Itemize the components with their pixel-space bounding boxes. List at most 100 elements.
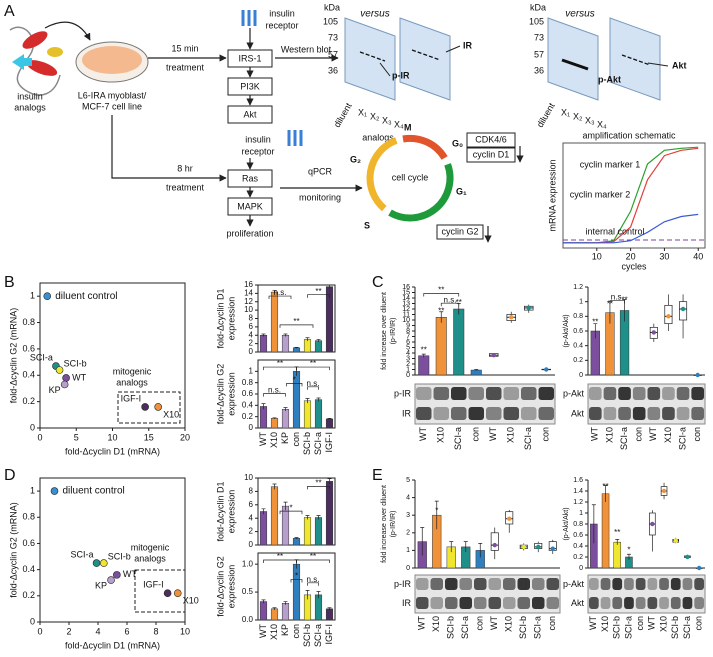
annotation: ** bbox=[438, 286, 444, 295]
y-tick-label: 4 bbox=[249, 513, 254, 522]
label: cell cycle bbox=[392, 172, 429, 182]
band bbox=[561, 58, 589, 71]
blot-label: p-Akt bbox=[563, 579, 585, 589]
annotation: mitogenic bbox=[113, 366, 152, 376]
pointer bbox=[445, 45, 461, 53]
error-bar bbox=[305, 515, 310, 520]
annotation: * bbox=[435, 506, 438, 515]
blot-band bbox=[618, 407, 631, 420]
bar bbox=[314, 340, 323, 353]
median-dot bbox=[491, 353, 496, 358]
chart-title: amplification schematic bbox=[582, 130, 676, 140]
bar bbox=[303, 339, 312, 353]
y-tick-label: 15 bbox=[402, 289, 410, 296]
median-dot bbox=[661, 488, 667, 494]
label: 36 bbox=[534, 65, 544, 75]
y-tick-label: 5 bbox=[406, 477, 410, 484]
label: kDa bbox=[530, 2, 546, 12]
annotation: * bbox=[295, 572, 298, 581]
label: qPCR bbox=[308, 166, 333, 176]
y-tick-label: 0.8 bbox=[573, 521, 583, 528]
x-tick-label: con bbox=[634, 427, 644, 442]
x-tick-label: X10 bbox=[431, 616, 441, 632]
error-bar bbox=[626, 553, 631, 560]
bar bbox=[601, 493, 610, 569]
blot-band bbox=[662, 387, 675, 400]
label: S bbox=[364, 220, 370, 230]
blot-band bbox=[451, 407, 467, 420]
blot-band bbox=[538, 407, 554, 420]
bar bbox=[281, 505, 290, 546]
plot-frame bbox=[562, 142, 706, 249]
blot-band bbox=[589, 407, 602, 420]
band bbox=[411, 49, 441, 61]
median-dot bbox=[492, 542, 497, 548]
arrow bbox=[44, 21, 91, 41]
y-tick-label: 0.8 bbox=[573, 313, 583, 320]
label: p-Akt bbox=[598, 74, 621, 84]
error-bar bbox=[272, 417, 277, 419]
x-tick-label: SCI-a bbox=[623, 616, 633, 639]
y-axis-label: fold increase over diluent bbox=[381, 485, 388, 563]
blot-label: IR bbox=[402, 598, 412, 608]
annotation: ** bbox=[315, 287, 321, 296]
bracket bbox=[296, 366, 330, 371]
point bbox=[62, 374, 70, 382]
point bbox=[163, 589, 172, 598]
y-tick-label: 2 bbox=[249, 527, 254, 536]
y-tick-label: 4 bbox=[406, 350, 410, 357]
y-tick-label: 0.6 bbox=[242, 389, 254, 398]
point-label: diluent control bbox=[55, 291, 117, 302]
cells bbox=[82, 46, 142, 74]
y-tick-label: 11 bbox=[403, 311, 410, 318]
bar bbox=[325, 481, 334, 546]
blot-band bbox=[647, 578, 658, 590]
bracket bbox=[279, 324, 314, 328]
label: monitoring bbox=[299, 192, 341, 202]
x-tick-label: 4 bbox=[95, 626, 100, 636]
point bbox=[60, 380, 69, 389]
x-tick-label: con bbox=[291, 432, 301, 447]
label: M bbox=[404, 122, 412, 132]
x-tick-label: con bbox=[692, 427, 702, 442]
blot-band bbox=[600, 597, 611, 609]
error-bar bbox=[316, 591, 321, 599]
box bbox=[466, 132, 516, 148]
y-axis-label: expression bbox=[226, 490, 236, 534]
label: PI3K bbox=[240, 81, 260, 91]
y-tick-label: 1 bbox=[406, 366, 410, 373]
y-tick-label: 1 bbox=[406, 547, 410, 554]
annotation: analogs bbox=[116, 377, 148, 387]
median-dot bbox=[509, 315, 514, 320]
y-tick-label: 0.6 bbox=[22, 343, 35, 353]
point bbox=[173, 589, 182, 598]
blot-band bbox=[694, 578, 704, 590]
error-bar bbox=[272, 483, 277, 490]
y-tick-label: 0.4 bbox=[573, 343, 583, 350]
y-tick-label: 8 bbox=[249, 487, 254, 496]
blot-band bbox=[612, 597, 623, 609]
blot-band bbox=[451, 387, 467, 400]
y-tick-label: 9 bbox=[406, 322, 410, 329]
annotation: n.s. bbox=[611, 293, 624, 302]
blot-band bbox=[430, 578, 443, 590]
annotation: ** bbox=[602, 482, 608, 491]
bar bbox=[314, 517, 323, 546]
y-tick-label: 6 bbox=[406, 339, 410, 346]
bracket bbox=[307, 386, 319, 390]
annotation: ** bbox=[607, 300, 613, 309]
blot-band bbox=[612, 578, 623, 590]
bar bbox=[325, 418, 334, 429]
x-tick-label: SCI-b bbox=[302, 432, 312, 455]
median-dot bbox=[651, 330, 657, 335]
y-tick-label: 0 bbox=[249, 347, 254, 356]
point-label: KP bbox=[95, 580, 107, 590]
bar bbox=[270, 291, 279, 353]
bar bbox=[303, 400, 312, 429]
x-tick-label: SCI-a bbox=[677, 427, 687, 450]
point bbox=[92, 559, 101, 567]
y-axis-label: (p-Akt/Akt) bbox=[563, 507, 570, 540]
blot-band bbox=[521, 407, 537, 420]
blot-band bbox=[589, 387, 602, 400]
blot-band bbox=[445, 597, 458, 609]
